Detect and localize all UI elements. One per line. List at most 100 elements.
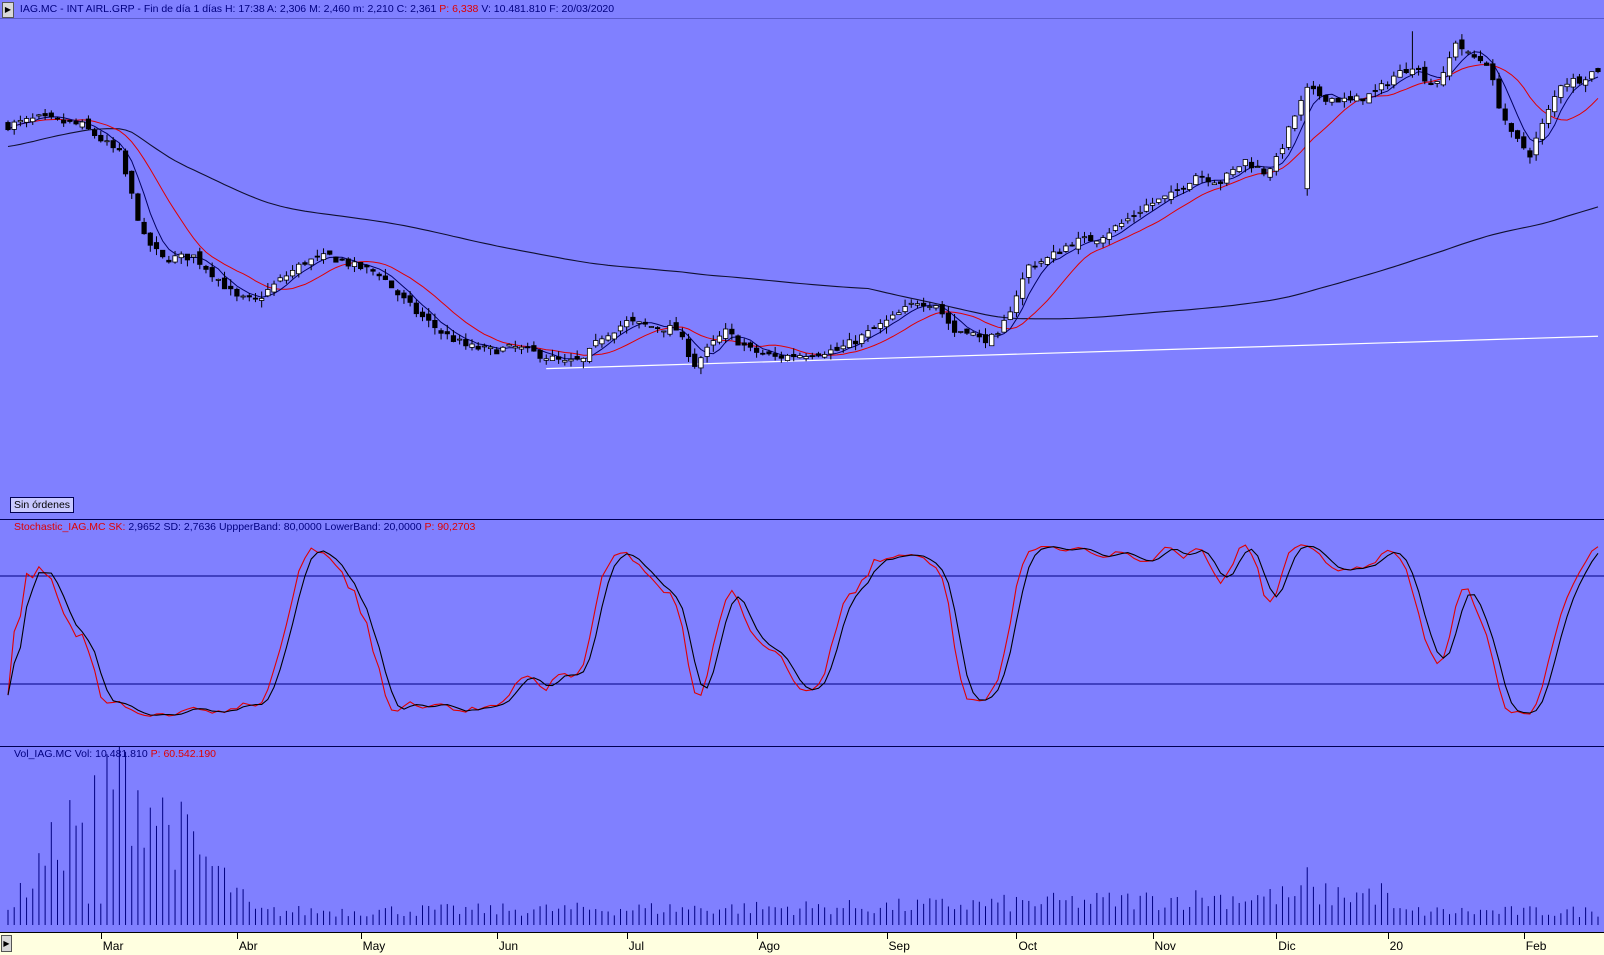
pane-menu-toggle[interactable]: ▶: [2, 2, 14, 18]
candle-body: [945, 312, 951, 324]
candle-body: [939, 304, 945, 315]
candle-body: [704, 346, 710, 357]
volume-pane[interactable]: Vol_IAG.MC Vol: 10.481.810 P: 60.542.190: [0, 746, 1604, 933]
candle-body: [494, 349, 500, 355]
candle-body: [865, 330, 871, 338]
ma-slow-line: [7, 128, 1599, 320]
candle-body: [1521, 136, 1527, 149]
header-field-label: C:: [396, 3, 411, 15]
candle-body: [568, 358, 574, 362]
candle-body: [630, 316, 636, 322]
period-label: Fin de día 1 días: [143, 3, 223, 15]
candle-body: [1292, 115, 1298, 129]
candle-body: [859, 334, 865, 344]
candle-body: [1044, 257, 1050, 265]
month-tick: [496, 933, 498, 939]
time-axis: ▶ Mar Abr May Jun Jul Ago Sep Oct Nov Dic 20 Feb: [0, 932, 1604, 955]
candle-body: [624, 320, 630, 328]
candle-body: [809, 355, 815, 357]
candle-body: [1137, 211, 1143, 214]
candle-body: [741, 342, 747, 346]
p-value: 6,338: [452, 3, 479, 15]
header-field-label: M:: [309, 3, 324, 15]
month-label: Jul: [628, 939, 645, 953]
candle-body: [487, 346, 494, 350]
candle-body: [1484, 62, 1490, 66]
candle-body: [469, 343, 475, 348]
candle-body: [1248, 161, 1255, 169]
candle-body: [1224, 172, 1230, 184]
candle-body: [1156, 198, 1162, 203]
sd-label: SD:: [163, 521, 181, 533]
header-field-label: A:: [267, 3, 280, 15]
v-label: V:: [481, 3, 491, 15]
candle-body: [42, 113, 48, 117]
candle-body: [710, 340, 716, 346]
candle-body: [370, 269, 376, 272]
candle-body: [667, 325, 673, 335]
candle-body: [1193, 175, 1199, 186]
candle-body: [828, 349, 834, 355]
volume-chart[interactable]: [0, 747, 1604, 933]
candle-body: [147, 232, 153, 246]
candle-body: [902, 306, 908, 313]
orders-button[interactable]: Sin órdenes: [10, 497, 75, 513]
candle-body: [475, 345, 481, 350]
candle-body: [339, 258, 345, 261]
candle-body: [450, 335, 457, 342]
candle-body: [1446, 57, 1453, 77]
stochastic-chart[interactable]: [0, 520, 1604, 746]
price-chart[interactable]: [0, 0, 1604, 518]
candle-body: [252, 297, 259, 300]
candle-body: [351, 261, 358, 267]
candle-body: [1415, 67, 1422, 71]
candle-body: [345, 258, 351, 267]
header-field-value: 2,361: [410, 3, 440, 15]
candle-body: [1545, 109, 1552, 124]
candle-body: [772, 353, 778, 357]
candle-body: [1255, 166, 1261, 168]
candle-body: [642, 321, 648, 325]
candle-body: [1298, 100, 1304, 116]
candle-body: [413, 302, 419, 315]
vol-value: 10.481.810: [95, 748, 148, 760]
candle-body: [1570, 78, 1576, 88]
volume-p-value: 60.542.190: [163, 748, 217, 760]
candle-body: [191, 254, 197, 258]
trendline: [546, 335, 1599, 370]
candle-body: [1471, 54, 1477, 58]
month-tick: [1152, 933, 1154, 939]
candle-body: [1502, 108, 1508, 121]
candle-body: [908, 302, 914, 305]
month-tick: [756, 933, 758, 939]
candle-body: [822, 354, 828, 358]
candle-body: [209, 267, 215, 278]
candle-body: [23, 118, 30, 123]
candle-body: [1286, 126, 1292, 148]
candle-body: [271, 283, 277, 293]
candle-body: [927, 306, 933, 308]
candle-body: [1440, 72, 1446, 86]
price-pane[interactable]: ▶ IAG.MC - INT AIRL.GRP - Fin de día 1 d…: [0, 0, 1604, 518]
candle-body: [240, 295, 246, 298]
candle-body: [1081, 236, 1088, 239]
candle-body: [976, 333, 982, 338]
candle-body: [1131, 215, 1137, 217]
month-label: May: [362, 939, 386, 953]
candle-body: [54, 117, 61, 120]
stochastic-pane[interactable]: Stochastic_IAG.MC SK: 2,9652 SD: 2,7636 …: [0, 519, 1604, 746]
candle-body: [747, 342, 754, 348]
candle-body: [914, 303, 921, 306]
ma-mid-line: [7, 63, 1599, 356]
candle-body: [1583, 79, 1589, 86]
candle-body: [933, 305, 939, 309]
upper-band-label: UppperBand:: [218, 521, 281, 533]
month-label: Nov: [1154, 939, 1176, 953]
candle-body: [1453, 42, 1459, 58]
candle-body: [1038, 261, 1044, 264]
candle-body: [1069, 244, 1075, 247]
candle-body: [92, 129, 98, 136]
month-tick: [886, 933, 888, 939]
axis-scroll-icon[interactable]: ▶: [1, 935, 12, 952]
candle-body: [364, 264, 370, 268]
